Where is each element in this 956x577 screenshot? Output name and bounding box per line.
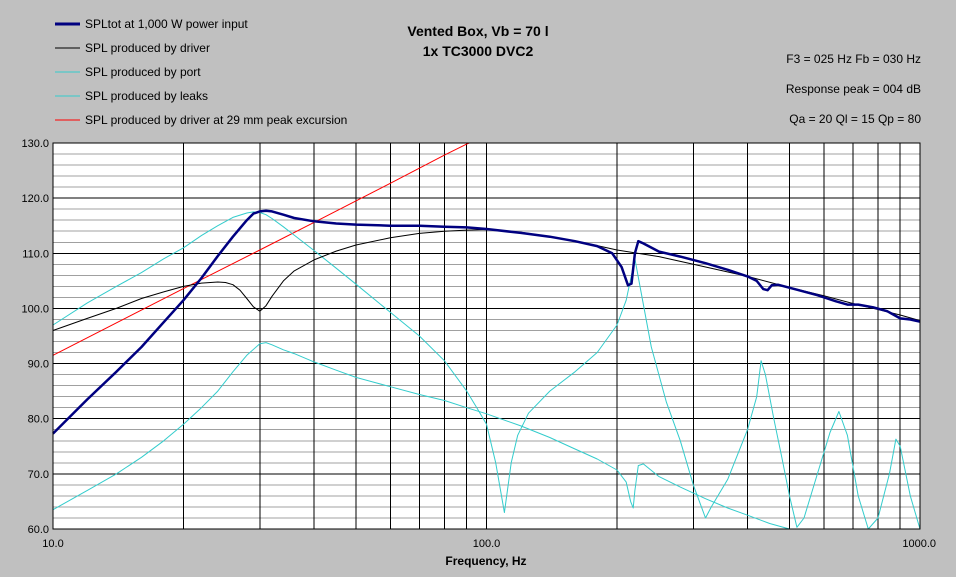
legend-label-spltot: SPLtot at 1,000 W power input [85,17,248,31]
y-tick-label: 110.0 [22,248,49,260]
y-tick-label: 70.0 [28,469,49,481]
y-tick-label: 120.0 [21,193,49,205]
info-q-values: Qa = 20 Ql = 15 Qp = 80 [789,112,921,126]
x-tick-label: 10.0 [42,538,63,550]
series-line-driver [52,229,921,331]
y-tick-label: 60.0 [28,524,49,536]
x-tick-label: 100.0 [473,538,501,550]
y-tick-label: 130.0 [21,138,49,150]
info-f3-fb: F3 = 025 Hz Fb = 030 Hz [786,52,921,66]
chart-title-line-1: Vented Box, Vb = 70 l [407,23,548,39]
x-axis-ticks: 10.0 100.0 1000.0 [42,538,936,550]
chart-title-line-2: 1x TC3000 DVC2 [423,43,534,59]
legend-label-excursion: SPL produced by driver at 29 mm peak exc… [85,113,347,127]
legend: SPLtot at 1,000 W power input SPL produc… [55,17,347,127]
y-axis-ticks: 60.0 70.0 80.0 90.0 100.0 110.0 120.0 130.0 [21,138,49,536]
x-tick-label: 1000.0 [902,538,936,550]
grid-lines [52,142,920,530]
legend-label-driver: SPL produced by driver [85,41,210,55]
series-line-leaks [52,342,790,530]
legend-label-port: SPL produced by port [85,65,201,79]
y-tick-label: 90.0 [28,359,49,371]
info-response-peak: Response peak = 004 dB [786,82,921,96]
y-tick-label: 80.0 [28,414,49,426]
series-line-excursion [52,142,470,356]
legend-label-leaks: SPL produced by leaks [85,89,208,103]
y-tick-label: 100.0 [21,303,49,315]
plot-frame [52,142,921,530]
series-line-spltot [52,209,921,435]
series-lines [52,142,921,530]
x-axis-label: Frequency, Hz [445,554,526,568]
